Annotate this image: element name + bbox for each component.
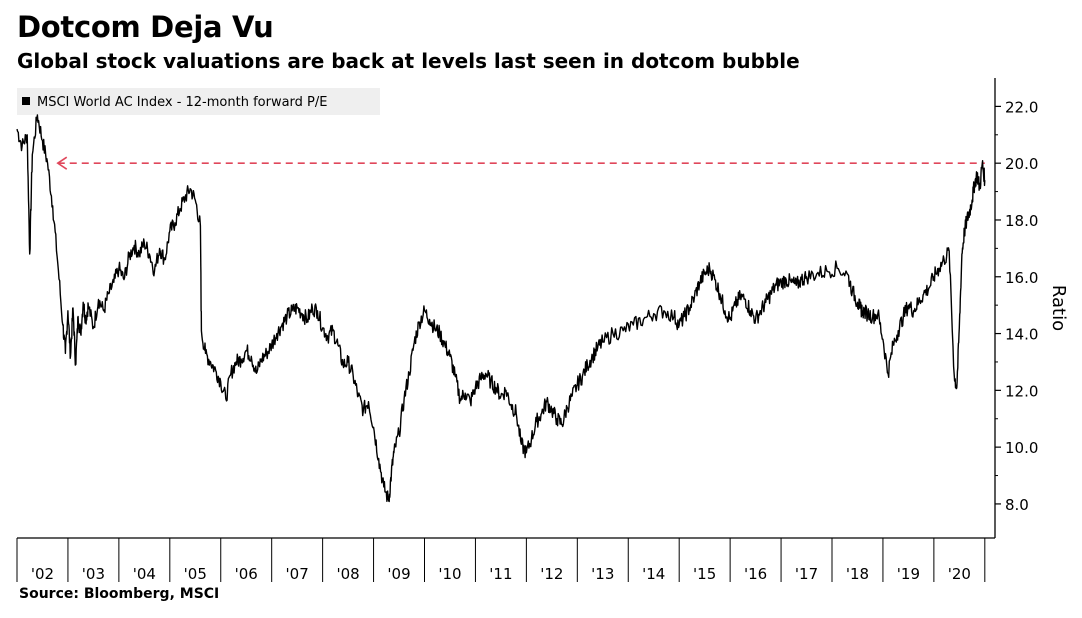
x-tick-label: '06 (235, 565, 258, 583)
chart-subtitle: Global stock valuations are back at leve… (17, 49, 800, 73)
x-tick-label: '19 (897, 565, 920, 583)
legend-label: MSCI World AC Index - 12-month forward P… (37, 95, 327, 110)
legend-background (17, 88, 380, 115)
y-axis-label: Ratio (1048, 285, 1069, 331)
source-note: Source: Bloomberg, MSCI (19, 586, 220, 602)
x-tick-label: '09 (387, 565, 410, 583)
x-tick-label: '11 (489, 565, 512, 583)
y-tick-label: 14.0 (1005, 326, 1038, 344)
x-tick-label: '20 (948, 565, 971, 583)
legend: MSCI World AC Index - 12-month forward P… (17, 88, 380, 115)
y-tick-label: 8.0 (1005, 496, 1029, 514)
x-tick-label: '02 (31, 565, 54, 583)
x-tick-label: '08 (336, 565, 359, 583)
y-tick-label: 20.0 (1005, 155, 1038, 173)
x-tick-label: '05 (184, 565, 207, 583)
series-line-msci-world-pe (16, 114, 986, 503)
reference-arrowhead (56, 156, 68, 170)
x-tick-label: '04 (133, 565, 156, 583)
chart-title: Dotcom Deja Vu (17, 10, 274, 44)
y-tick-label: 18.0 (1005, 212, 1038, 230)
x-tick-label: '15 (693, 565, 716, 583)
x-tick-label: '13 (591, 565, 614, 583)
y-tick-label: 10.0 (1005, 439, 1038, 457)
x-tick-label: '10 (438, 565, 461, 583)
y-tick-label: 12.0 (1005, 382, 1038, 400)
x-tick-label: '03 (82, 565, 105, 583)
x-tick-label: '17 (795, 565, 818, 583)
x-tick-label: '07 (286, 565, 309, 583)
x-tick-label: '18 (846, 565, 869, 583)
legend-swatch (22, 97, 30, 105)
y-tick-label: 16.0 (1005, 269, 1038, 287)
y-tick-label: 22.0 (1005, 98, 1038, 116)
x-tick-label: '14 (642, 565, 665, 583)
x-tick-label: '12 (540, 565, 563, 583)
x-tick-label: '16 (744, 565, 767, 583)
